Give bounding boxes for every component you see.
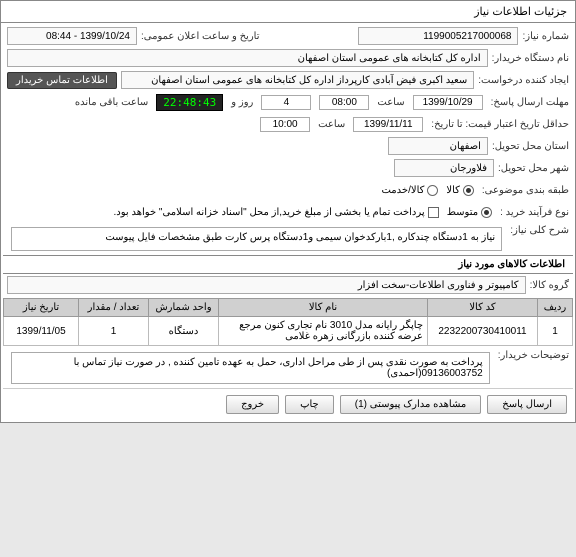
deadline-time: 08:00 <box>319 95 369 110</box>
cell-date: 1399/11/05 <box>4 317 79 346</box>
city-value: فلاورجان <box>394 159 494 177</box>
credit-time: 10:00 <box>260 117 310 132</box>
announce-label: تاریخ و ساعت اعلان عمومی: <box>141 31 260 42</box>
cell-unit: دستگاه <box>149 317 219 346</box>
time-label-1: ساعت <box>377 97 404 108</box>
th-date: تاریخ نیاز <box>4 299 79 317</box>
cell-code: 2232200730410011 <box>428 317 538 346</box>
city-label: شهر محل تحویل: <box>498 163 569 174</box>
province-value: اصفهان <box>388 137 488 155</box>
goods-table: ردیف کد کالا نام کالا واحد شمارش تعداد /… <box>3 298 573 346</box>
buyer-notes-label: توضیحات خریدار: <box>498 350 569 361</box>
time-label-2: ساعت <box>318 119 345 130</box>
reply-button[interactable]: ارسال پاسخ <box>487 395 567 414</box>
goods-section-header: اطلاعات کالاهای مورد نیاز <box>3 255 573 274</box>
table-row[interactable]: 1 2232200730410011 چاپگر رایانه مدل 3010… <box>4 317 573 346</box>
attachments-button[interactable]: مشاهده مدارک پیوستی (1) <box>340 395 482 414</box>
credit-label: حداقل تاریخ اعتبار قیمت: تا تاریخ: <box>431 119 569 130</box>
process-radio-medium[interactable]: متوسط <box>447 207 492 218</box>
creator-value: سعید اکبری فیض آبادی کارپرداز اداره کل ک… <box>121 71 474 89</box>
th-row: ردیف <box>538 299 573 317</box>
titlebar: جزئیات اطلاعات نیاز <box>1 1 575 23</box>
radio-icon <box>463 185 474 196</box>
announce-value: 1399/10/24 - 08:44 <box>7 27 137 45</box>
print-button[interactable]: چاپ <box>285 395 334 414</box>
group-label: گروه کالا: <box>530 280 569 291</box>
service-radio[interactable]: کالا/خدمت <box>381 185 438 196</box>
org-value: اداره کل کتابخانه های عمومی استان اصفهان <box>7 49 488 67</box>
countdown-timer: 22:48:43 <box>156 94 223 111</box>
th-qty: تعداد / مقدار <box>79 299 149 317</box>
need-no-value: 1199005217000068 <box>358 27 518 45</box>
radio-icon <box>481 207 492 218</box>
org-label: نام دستگاه خریدار: <box>492 53 569 64</box>
process-opt1-label: متوسط <box>447 207 478 218</box>
exit-button[interactable]: خروج <box>226 395 279 414</box>
goods-radio[interactable]: کالا <box>446 185 474 196</box>
goods-radio-label: کالا <box>446 185 460 196</box>
need-no-label: شماره نیاز: <box>522 31 569 42</box>
th-unit: واحد شمارش <box>149 299 219 317</box>
radio-icon <box>427 185 438 196</box>
desc-value: نیاز به 1دستگاه چندکاره ,1بارکدخوان سیمی… <box>11 227 502 251</box>
creator-label: ایجاد کننده درخواست: <box>478 75 569 86</box>
deadline-date: 1399/10/29 <box>413 95 483 110</box>
process-note: پرداخت تمام یا بخشی از مبلغ خرید,از محل … <box>114 207 425 218</box>
desc-label: شرح کلی نیاز: <box>510 225 569 236</box>
buyer-notes: پرداخت به صورت نقدی پس از طی مراحل اداری… <box>11 352 490 384</box>
days-box: 4 <box>261 95 311 110</box>
payment-checkbox[interactable]: پرداخت تمام یا بخشی از مبلغ خرید,از محل … <box>114 207 439 218</box>
service-radio-label: کالا/خدمت <box>381 185 424 196</box>
window-title: جزئیات اطلاعات نیاز <box>474 6 567 18</box>
th-code: کد کالا <box>428 299 538 317</box>
deadline-label: مهلت ارسال پاسخ: <box>491 97 569 108</box>
checkbox-icon <box>428 207 439 218</box>
footer-buttons: ارسال پاسخ مشاهده مدارک پیوستی (1) چاپ خ… <box>3 388 573 420</box>
province-label: استان محل تحویل: <box>492 141 569 152</box>
credit-date: 1399/11/11 <box>353 117 423 132</box>
table-header-row: ردیف کد کالا نام کالا واحد شمارش تعداد /… <box>4 299 573 317</box>
cell-qty: 1 <box>79 317 149 346</box>
process-label: نوع فرآیند خرید : <box>500 207 569 218</box>
cell-idx: 1 <box>538 317 573 346</box>
cell-name: چاپگر رایانه مدل 3010 نام تجاری کنون مرج… <box>219 317 428 346</box>
budget-label: طبقه بندی موضوعی: <box>482 185 569 196</box>
dialog-window: جزئیات اطلاعات نیاز شماره نیاز: 11990052… <box>0 0 576 423</box>
th-name: نام کالا <box>219 299 428 317</box>
group-value: کامپیوتر و فناوری اطلاعات-سخت افزار <box>7 276 526 294</box>
remaining-label: ساعت باقی مانده <box>75 97 148 108</box>
days-label: روز و <box>231 97 253 108</box>
contact-button[interactable]: اطلاعات تماس خریدار <box>7 72 117 89</box>
